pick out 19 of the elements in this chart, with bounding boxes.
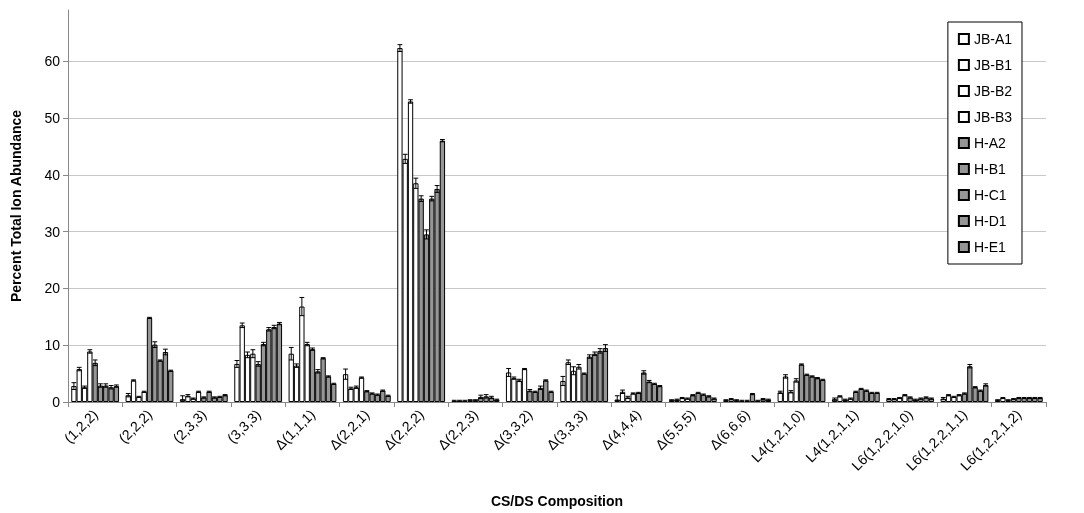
- legend-label: JB-B2: [973, 83, 1013, 99]
- y-tick-label: 10: [44, 337, 61, 354]
- y-axis-title: Percent Total Ion Abundance: [8, 109, 24, 303]
- legend-label: H-C1: [973, 187, 1007, 203]
- y-tick-label: 60: [44, 53, 61, 70]
- x-axis-title: CS/DS Composition: [490, 493, 624, 509]
- y-tick-label: 30: [44, 223, 61, 240]
- legend-label: JB-B1: [973, 57, 1013, 73]
- y-tick-label: 20: [44, 280, 61, 297]
- bar: [342, 374, 349, 402]
- legend-label: H-E1: [973, 239, 1006, 255]
- y-tick-label: 50: [44, 109, 61, 126]
- legend-label: H-D1: [973, 213, 1007, 229]
- y-tick-label: 0: [52, 394, 61, 410]
- legend-label: H-A2: [973, 135, 1006, 151]
- legend-label: JB-B3: [973, 109, 1013, 125]
- legend-label: H-B1: [973, 161, 1006, 177]
- y-tick-label: 40: [44, 166, 61, 183]
- legend-label: JB-A1: [973, 31, 1013, 47]
